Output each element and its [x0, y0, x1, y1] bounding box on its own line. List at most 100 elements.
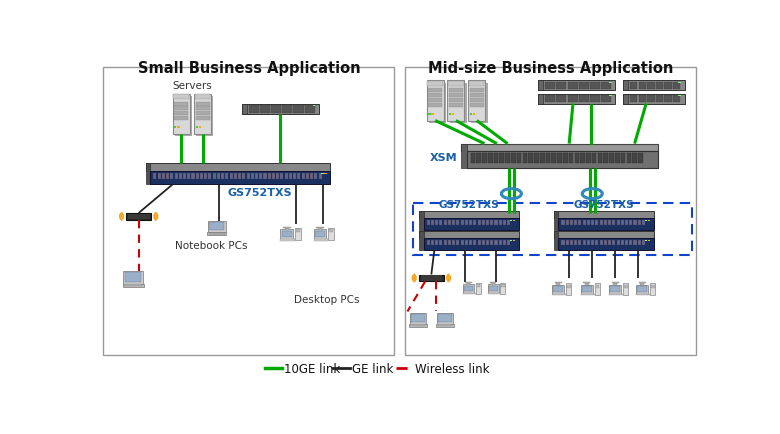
Bar — [488, 153, 492, 164]
Bar — [428, 99, 442, 103]
Bar — [463, 285, 474, 293]
Bar — [272, 174, 275, 180]
Bar — [488, 294, 500, 295]
Bar — [656, 82, 663, 90]
Bar — [651, 285, 654, 288]
Text: 10GE link: 10GE link — [284, 362, 341, 375]
Bar — [568, 95, 578, 103]
Bar — [305, 105, 314, 114]
Bar — [551, 153, 556, 164]
Bar — [611, 286, 620, 292]
Bar — [448, 220, 451, 226]
Bar — [428, 114, 431, 115]
Bar — [495, 240, 498, 246]
Bar — [609, 285, 621, 294]
Bar — [538, 81, 615, 91]
Text: GS752TXS: GS752TXS — [573, 200, 634, 210]
Text: Desktop PCs: Desktop PCs — [294, 294, 360, 304]
Bar — [468, 81, 485, 121]
Bar — [595, 220, 598, 226]
Bar — [170, 174, 173, 180]
Bar — [449, 94, 463, 98]
Bar — [647, 240, 650, 242]
Bar — [435, 240, 438, 246]
Bar — [625, 220, 628, 226]
Bar — [260, 105, 270, 114]
Bar — [166, 174, 169, 180]
Bar — [679, 82, 681, 84]
Bar — [405, 67, 697, 355]
Bar — [125, 272, 141, 282]
Bar — [490, 240, 493, 246]
Bar — [174, 107, 188, 111]
Bar — [465, 220, 468, 226]
Bar — [591, 240, 594, 246]
Bar — [540, 153, 544, 164]
Bar — [552, 285, 564, 294]
Bar — [638, 220, 640, 226]
Bar — [259, 174, 262, 180]
Text: Servers: Servers — [172, 81, 211, 91]
Bar — [592, 153, 597, 164]
Bar — [174, 127, 176, 128]
Bar — [191, 174, 194, 180]
Bar — [328, 228, 334, 240]
Bar — [452, 240, 456, 246]
Bar — [271, 105, 281, 114]
Bar — [587, 240, 590, 246]
Bar — [495, 220, 498, 226]
Bar — [234, 174, 237, 180]
Bar — [448, 81, 464, 121]
Bar — [436, 324, 453, 327]
Bar — [314, 240, 328, 241]
Bar — [490, 283, 496, 284]
Bar — [587, 220, 590, 226]
Bar — [566, 220, 569, 226]
Bar — [583, 220, 586, 226]
Bar — [570, 220, 573, 226]
Bar — [616, 220, 619, 226]
Bar — [470, 84, 488, 124]
Text: GS752TXS: GS752TXS — [228, 187, 292, 197]
Bar — [419, 212, 519, 219]
Bar — [470, 104, 484, 108]
Bar — [424, 219, 519, 230]
Bar — [314, 230, 326, 239]
Bar — [637, 286, 647, 292]
Bar — [439, 240, 442, 246]
Bar — [444, 240, 447, 246]
Bar — [612, 283, 619, 284]
Bar — [623, 81, 628, 91]
Bar — [665, 82, 672, 90]
Bar — [503, 240, 506, 246]
Bar — [488, 286, 498, 291]
Bar — [438, 325, 452, 326]
Bar — [209, 233, 225, 235]
Bar — [673, 82, 680, 90]
Bar — [249, 105, 259, 114]
Bar — [486, 220, 489, 226]
Bar — [554, 232, 654, 239]
Bar — [283, 227, 290, 228]
Text: XSM: XSM — [430, 153, 458, 163]
Bar — [217, 174, 220, 180]
Bar — [210, 222, 224, 231]
Bar — [600, 220, 603, 226]
Bar — [470, 89, 484, 93]
Bar — [208, 221, 225, 233]
Bar — [613, 284, 617, 286]
Bar — [554, 232, 558, 250]
Bar — [555, 283, 562, 284]
Bar — [556, 82, 566, 90]
Bar — [438, 314, 452, 322]
Bar — [612, 240, 615, 246]
Text: GS752TXS: GS752TXS — [438, 200, 499, 210]
Bar — [473, 240, 477, 246]
Bar — [221, 174, 224, 180]
Bar — [285, 174, 288, 180]
Bar — [633, 240, 636, 246]
Bar — [296, 230, 300, 233]
Bar — [280, 174, 283, 180]
Bar — [482, 240, 485, 246]
Bar — [557, 153, 562, 164]
